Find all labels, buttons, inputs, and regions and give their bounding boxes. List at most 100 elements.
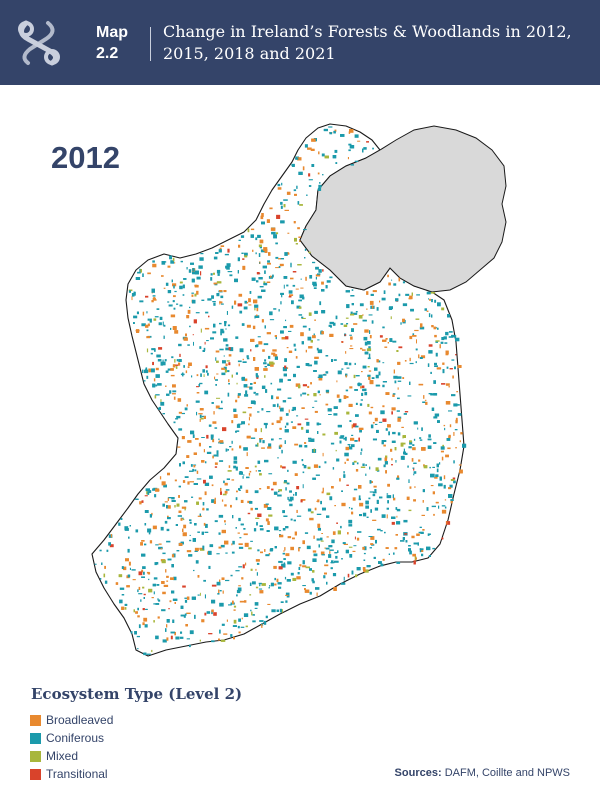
forest-patch xyxy=(206,340,209,342)
forest-patch xyxy=(198,265,203,269)
forest-patch xyxy=(332,155,337,159)
forest-patch xyxy=(366,291,369,295)
forest-patch xyxy=(155,374,160,378)
forest-patch xyxy=(147,318,150,321)
forest-patch xyxy=(396,508,401,512)
forest-patch xyxy=(201,531,204,535)
forest-patch xyxy=(289,490,292,493)
forest-patch xyxy=(339,478,341,482)
forest-patch xyxy=(435,474,439,477)
forest-patch xyxy=(417,427,419,430)
forest-patch xyxy=(160,361,164,366)
forest-patch xyxy=(156,308,160,310)
forest-patch xyxy=(302,463,305,466)
forest-patch xyxy=(437,327,439,330)
forest-patch xyxy=(244,252,248,256)
forest-patch xyxy=(322,374,327,376)
forest-patch xyxy=(334,505,336,507)
forest-patch xyxy=(271,422,274,425)
forest-patch xyxy=(217,273,220,276)
forest-patch xyxy=(279,405,281,409)
forest-patch xyxy=(288,296,292,298)
forest-patch xyxy=(311,138,316,142)
forest-patch xyxy=(324,564,329,567)
forest-patch xyxy=(254,307,256,311)
forest-patch xyxy=(377,457,382,461)
forest-patch xyxy=(161,481,166,486)
forest-patch xyxy=(283,550,285,552)
forest-patch xyxy=(261,289,266,292)
forest-patch xyxy=(368,346,371,350)
forest-patch xyxy=(446,521,448,525)
forest-patch xyxy=(170,635,173,640)
forest-patch xyxy=(153,378,156,382)
forest-patch xyxy=(280,292,284,295)
forest-patch xyxy=(344,452,349,457)
forest-patch xyxy=(405,293,410,296)
forest-patch xyxy=(341,502,346,507)
legend-label: Mixed xyxy=(46,749,79,763)
forest-patch xyxy=(146,348,149,353)
forest-patch xyxy=(419,548,424,551)
forest-patch xyxy=(317,431,319,434)
forest-patch xyxy=(184,599,188,603)
forest-patch xyxy=(170,374,175,377)
forest-patch xyxy=(427,445,432,449)
forest-patch xyxy=(217,453,219,457)
forest-patch xyxy=(280,264,283,267)
forest-patch xyxy=(208,565,211,569)
forest-patch xyxy=(407,465,409,468)
forest-patch xyxy=(174,262,176,264)
forest-patch xyxy=(180,631,183,634)
forest-patch xyxy=(325,371,329,374)
forest-patch xyxy=(216,450,219,455)
forest-patch xyxy=(328,414,332,415)
forest-patch xyxy=(219,290,223,292)
forest-patch xyxy=(301,316,304,319)
forest-patch xyxy=(204,482,210,486)
forest-patch xyxy=(412,444,415,446)
forest-patch xyxy=(386,507,389,510)
forest-patch xyxy=(397,380,402,382)
forest-patch xyxy=(421,427,423,431)
forest-patch xyxy=(189,534,191,536)
forest-patch xyxy=(150,352,153,355)
forest-patch xyxy=(370,406,374,409)
forest-patch xyxy=(232,600,234,604)
forest-patch xyxy=(147,323,150,327)
forest-patch xyxy=(308,328,311,331)
forest-patch xyxy=(445,350,449,355)
forest-patch xyxy=(372,147,374,150)
forest-patch xyxy=(441,509,447,514)
forest-patch xyxy=(259,286,264,288)
forest-patch xyxy=(225,489,230,491)
forest-patch xyxy=(216,360,219,363)
forest-patch xyxy=(142,273,144,277)
forest-patch xyxy=(185,370,188,374)
forest-patch xyxy=(294,237,297,242)
forest-patch xyxy=(266,219,270,223)
forest-patch xyxy=(317,499,320,503)
forest-patch xyxy=(218,514,224,518)
forest-patch xyxy=(402,537,405,540)
forest-patch xyxy=(256,272,260,275)
forest-patch xyxy=(153,603,156,605)
forest-patch xyxy=(256,393,259,395)
forest-patch xyxy=(259,239,264,244)
forest-patch xyxy=(224,504,227,507)
forest-patch xyxy=(368,411,372,415)
forest-patch xyxy=(353,488,358,491)
forest-patch xyxy=(237,625,240,629)
forest-patch xyxy=(276,609,279,612)
forest-patch xyxy=(449,424,452,428)
forest-patch xyxy=(211,499,215,503)
forest-patch xyxy=(164,501,168,503)
forest-patch xyxy=(240,235,245,238)
northern-ireland-land xyxy=(299,125,507,293)
forest-patch xyxy=(261,583,266,586)
forest-patch xyxy=(346,411,350,415)
forest-patch xyxy=(284,358,287,362)
forest-patch xyxy=(328,554,332,558)
forest-patch xyxy=(445,331,449,336)
forest-patch xyxy=(433,513,435,516)
